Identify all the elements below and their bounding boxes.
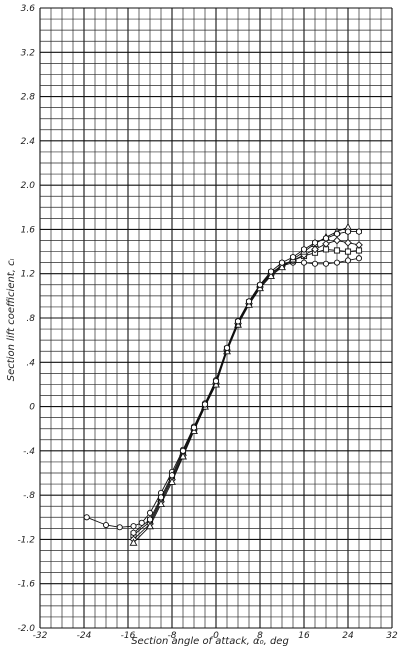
triangle-marker <box>168 477 176 485</box>
triangle-marker <box>146 521 154 530</box>
y-tick-label: 1.2 <box>21 270 36 280</box>
hexagon-marker <box>345 228 351 236</box>
x-tick-label: 8 <box>257 631 263 641</box>
hexagon-marker <box>130 529 137 537</box>
y-tick-label: .8 <box>26 314 35 324</box>
series-1 <box>83 255 363 531</box>
triangle-marker <box>267 271 275 279</box>
hexagon-marker <box>235 317 241 325</box>
y-tick-label: -1.2 <box>17 535 35 545</box>
x-tick-label: -24 <box>77 631 92 641</box>
x-tick-label: -8 <box>168 631 177 641</box>
x-tick-label: 16 <box>298 631 310 641</box>
y-tick-label: 1.6 <box>21 225 36 235</box>
diamond-marker <box>322 239 330 248</box>
circle-marker <box>355 255 363 262</box>
y-tick-label: 3.2 <box>21 48 36 58</box>
hexagon-marker <box>323 234 329 242</box>
y-tick-label: -.8 <box>23 491 35 501</box>
hexagon-marker <box>213 377 219 385</box>
hexagon-marker <box>224 344 230 352</box>
x-tick-label: 0 <box>213 631 219 641</box>
x-tick-label: -16 <box>121 631 136 641</box>
series-line <box>133 240 360 540</box>
hexagon-marker <box>334 230 340 238</box>
hexagon-marker <box>356 228 362 236</box>
diamond-marker <box>355 241 363 249</box>
chart-series <box>83 222 363 546</box>
series-5 <box>130 228 362 537</box>
y-tick-label: .4 <box>26 358 35 368</box>
series-3 <box>129 236 363 544</box>
diamond-marker <box>333 236 341 245</box>
hexagon-marker <box>191 424 197 432</box>
y-tick-label: 2.8 <box>21 93 36 103</box>
circle-marker <box>138 519 145 526</box>
square-marker <box>333 247 341 254</box>
hexagon-marker <box>290 253 296 261</box>
chart-grid <box>39 7 393 629</box>
x-tick-label: 24 <box>342 631 354 641</box>
triangle-marker <box>157 499 165 508</box>
hexagon-marker <box>202 400 208 408</box>
y-tick-label: -.4 <box>23 447 35 457</box>
circle-marker <box>311 260 319 267</box>
chart-tick-labels: -32 -24 -16 -8 0 8 16 24 32 -2.0 -1.6 -1.2 -.8 -.4 0 .4… <box>17 4 398 641</box>
y-tick-label: -2.0 <box>17 624 35 634</box>
hexagon-marker <box>301 245 307 253</box>
triangle-marker <box>179 452 187 460</box>
circle-marker <box>83 514 90 521</box>
circle-marker <box>116 524 123 531</box>
circle-marker <box>102 521 110 529</box>
x-tick-label: 32 <box>386 631 398 641</box>
hexagon-marker <box>158 493 164 501</box>
diamond-marker <box>344 238 352 247</box>
diamond-marker <box>311 245 319 254</box>
y-tick-label: 3.6 <box>21 4 36 14</box>
x-axis-label: Section angle of attack, α₀, deg <box>131 636 289 647</box>
circle-marker <box>146 509 154 516</box>
y-tick-label: 2.0 <box>21 181 36 191</box>
circle-marker <box>322 260 330 267</box>
y-axis-label: Section lift coefficient, cₗ <box>6 258 17 381</box>
hexagon-marker <box>246 297 252 305</box>
triangle-marker <box>129 538 138 546</box>
hexagon-marker <box>312 239 318 247</box>
hexagon-marker <box>180 447 186 455</box>
hexagon-marker <box>268 268 274 275</box>
y-tick-label: 0 <box>29 403 35 413</box>
x-tick-label: -32 <box>33 631 48 641</box>
circle-marker <box>130 523 137 530</box>
y-tick-label: -1.6 <box>17 580 35 590</box>
square-marker <box>344 248 352 255</box>
y-tick-label: 2.4 <box>21 137 36 147</box>
circle-marker <box>344 257 352 264</box>
hexagon-marker <box>279 259 285 267</box>
triangle-marker <box>278 262 286 271</box>
hexagon-marker <box>147 516 153 523</box>
hexagon-marker <box>169 471 175 479</box>
circle-marker <box>333 259 341 266</box>
hexagon-marker <box>257 281 263 289</box>
circle-marker <box>300 259 308 266</box>
